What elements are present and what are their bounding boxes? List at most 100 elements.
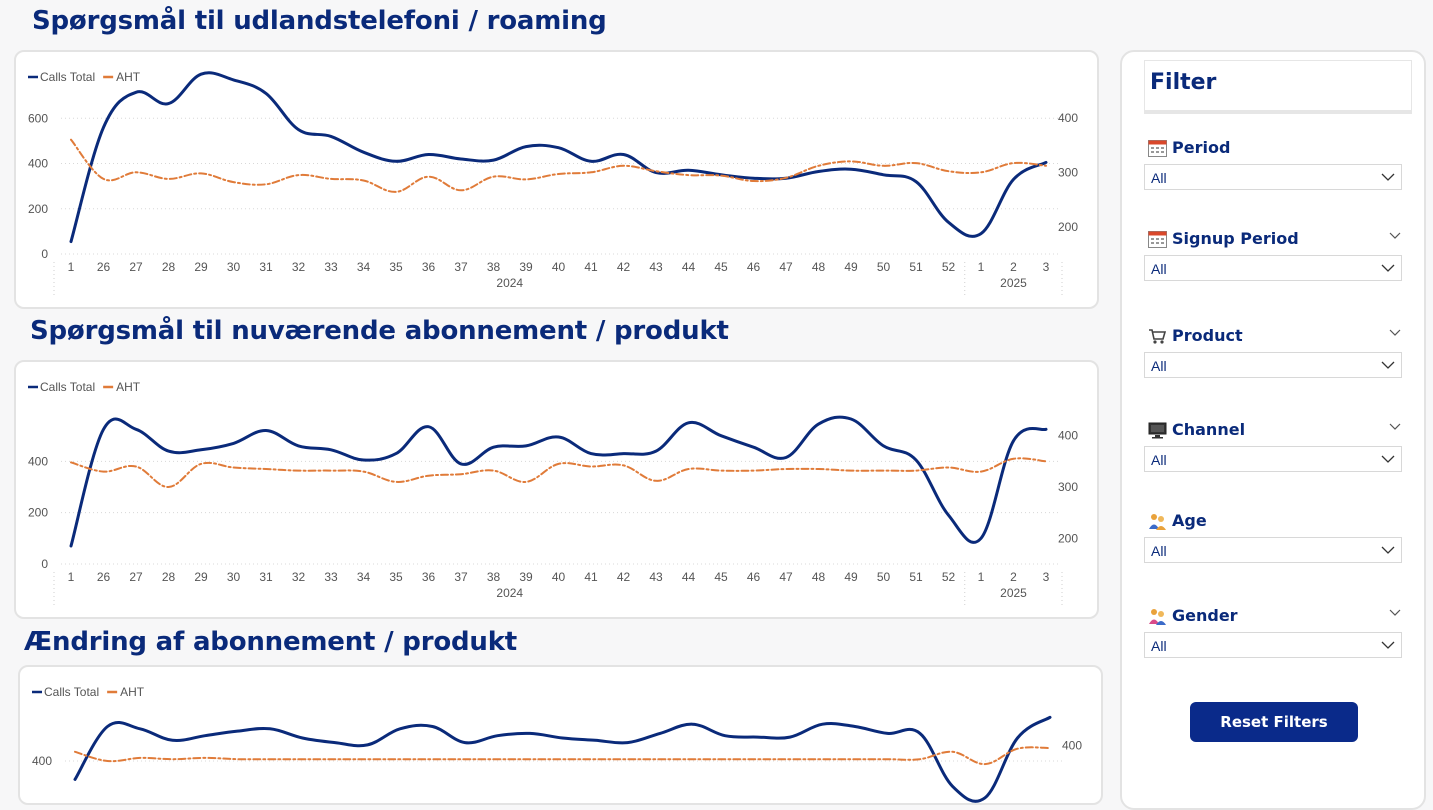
- x-tick-label: 47: [779, 570, 793, 584]
- x-tick-label: 2: [1010, 570, 1017, 584]
- filter-label-period: Period: [1172, 138, 1231, 157]
- filter-label-gender: Gender: [1172, 606, 1238, 625]
- chart-legend: Calls Total AHT: [28, 70, 141, 84]
- x-tick-label: 43: [649, 570, 663, 584]
- signup-period-dropdown[interactable]: All: [1144, 255, 1402, 281]
- x-tick-label: 33: [324, 570, 338, 584]
- x-tick-label: 32: [292, 570, 306, 584]
- x-tick-label: 32: [292, 260, 306, 274]
- x-tick-label: 28: [162, 570, 176, 584]
- x-tick-label: 30: [227, 260, 241, 274]
- chart-card-current-subscription: Calls Total AHT 0 200 400 200 300 400 1 26 27 28 29 3…: [14, 360, 1099, 619]
- y-tick-right: 300: [1058, 165, 1078, 179]
- filter-label-product: Product: [1172, 326, 1243, 345]
- y-tick-right: 300: [1058, 480, 1078, 494]
- x-tick-label: 48: [812, 260, 826, 274]
- x-tick-label: 35: [389, 570, 403, 584]
- chart-legend: Calls Total AHT: [32, 685, 145, 699]
- x-tick-label: 51: [909, 260, 923, 274]
- y-tick-left: 200: [28, 202, 48, 216]
- period-dropdown-value: All: [1151, 170, 1167, 186]
- channel-dropdown-value: All: [1151, 452, 1167, 468]
- y-tick-right: 200: [1058, 220, 1078, 234]
- chart-card-change-subscription: Calls Total AHT 400 400: [18, 665, 1103, 805]
- x-tick-label: 1: [978, 260, 985, 274]
- x-tick-label: 49: [844, 260, 858, 274]
- x-tick-label: 1: [978, 570, 985, 584]
- age-dropdown[interactable]: All: [1144, 537, 1402, 563]
- x-tick-label: 3: [1043, 570, 1050, 584]
- x-tick-label: 47: [779, 260, 793, 274]
- chevron-down-icon: [1381, 546, 1395, 554]
- y-tick-left: 400: [28, 157, 48, 171]
- x-tick-label: 46: [747, 260, 761, 274]
- legend-label-calls-total: Calls Total: [40, 380, 95, 394]
- y-tick-left: 0: [41, 557, 48, 571]
- x-tick-label: 38: [487, 570, 501, 584]
- filter-panel: Filter Period All Signup Period All Prod…: [1120, 50, 1426, 810]
- chevron-down-icon[interactable]: [1388, 422, 1402, 432]
- chevron-down-icon: [1381, 455, 1395, 463]
- filter-title: Filter: [1150, 70, 1217, 95]
- product-dropdown[interactable]: All: [1144, 352, 1402, 378]
- x-tick-label: 36: [422, 260, 436, 274]
- x-tick-label: 37: [454, 260, 468, 274]
- gender-dropdown[interactable]: All: [1144, 632, 1402, 658]
- x-tick-label: 27: [129, 570, 143, 584]
- x-tick-label: 31: [259, 260, 273, 274]
- chevron-down-icon[interactable]: [1388, 328, 1402, 338]
- y-tick-left: 600: [28, 111, 48, 125]
- x-tick-label: 50: [877, 260, 891, 274]
- x-tick-label: 40: [552, 260, 566, 274]
- chevron-down-icon: [1381, 173, 1395, 181]
- x-tick-label: 42: [617, 260, 631, 274]
- x-tick-label: 52: [942, 260, 956, 274]
- cart-icon: [1149, 329, 1167, 344]
- x-tick-label: 39: [519, 570, 533, 584]
- x-tick-label: 45: [714, 260, 728, 274]
- x-tick-label: 26: [97, 570, 111, 584]
- people-icon: [1149, 514, 1166, 530]
- age-dropdown-value: All: [1151, 543, 1167, 559]
- x-tick-label: 29: [194, 570, 208, 584]
- period-dropdown[interactable]: All: [1144, 164, 1402, 190]
- filter-label-age: Age: [1172, 511, 1207, 530]
- y-tick-left: 400: [28, 454, 48, 468]
- y-tick-right: 200: [1058, 531, 1078, 545]
- signup-period-dropdown-value: All: [1151, 261, 1167, 277]
- x-tick-label: 37: [454, 570, 468, 584]
- legend-label-calls-total: Calls Total: [44, 685, 99, 699]
- x-tick-label: 29: [194, 260, 208, 274]
- legend-label-aht: AHT: [120, 685, 145, 699]
- y-tick-left: 400: [32, 754, 52, 768]
- x-tick-label: 1: [68, 260, 75, 274]
- x-tick-label: 41: [584, 260, 598, 274]
- chevron-down-icon: [1381, 264, 1395, 272]
- x-tick-label: 36: [422, 570, 436, 584]
- channel-dropdown[interactable]: All: [1144, 446, 1402, 472]
- x-tick-label: 27: [129, 260, 143, 274]
- chart-change-subscription: Calls Total AHT 400 400: [32, 685, 1082, 803]
- section-title-current-subscription: Spørgsmål til nuværende abonnement / pro…: [30, 316, 729, 346]
- x-tick-label: 26: [97, 260, 111, 274]
- series-line-aht: [74, 746, 1051, 766]
- x-tick-label: 41: [584, 570, 598, 584]
- chevron-down-icon[interactable]: [1388, 608, 1402, 618]
- x-tick-label: 45: [714, 570, 728, 584]
- chart-current-subscription: Calls Total AHT 0 200 400 200 300 400 1 26 27 28 29 3…: [28, 380, 1078, 607]
- x-tick-label: 50: [877, 570, 891, 584]
- x-tick-label: 49: [844, 570, 858, 584]
- x-year-label: 2025: [1000, 276, 1027, 290]
- x-tick-label: 35: [389, 260, 403, 274]
- y-tick-right: 400: [1058, 111, 1078, 125]
- legend-label-aht: AHT: [116, 380, 141, 394]
- x-tick-label: 31: [259, 570, 273, 584]
- chevron-down-icon[interactable]: [1388, 231, 1402, 241]
- y-tick-left: 0: [41, 247, 48, 261]
- filter-label-channel: Channel: [1172, 420, 1246, 439]
- product-dropdown-value: All: [1151, 358, 1167, 374]
- y-tick-right: 400: [1058, 429, 1078, 443]
- people-icon: [1149, 609, 1166, 625]
- chart-roaming: Calls Total AHT 0 200 400 600 200 300 400 1 26 27 28…: [28, 70, 1078, 297]
- reset-filters-button[interactable]: Reset Filters: [1190, 702, 1358, 742]
